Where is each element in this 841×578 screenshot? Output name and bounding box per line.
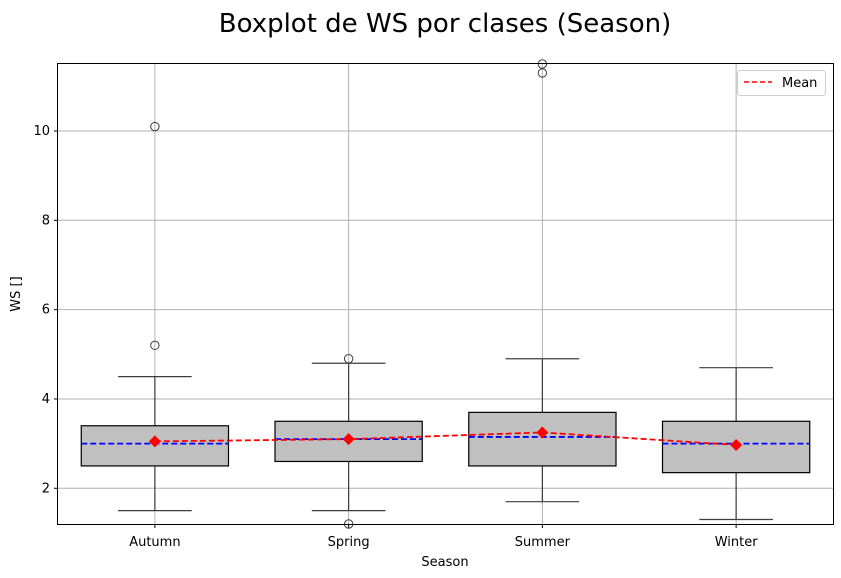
x-tick-label: Spring (328, 535, 370, 550)
plot-frame (57, 63, 834, 525)
chart-title: Boxplot de WS por clases (Season) (219, 9, 672, 39)
mean-marker (342, 433, 355, 446)
grid (58, 64, 833, 524)
mean-marker (148, 435, 161, 448)
y-tick-label: 2 (42, 481, 50, 496)
y-tick-label: 10 (33, 124, 50, 139)
y-tick-label: 6 (42, 303, 50, 318)
outlier-point (343, 354, 354, 364)
mean-marker (536, 426, 549, 439)
x-tick-label: Winter (715, 535, 759, 550)
outlier-point (150, 340, 160, 351)
y-axis-title: WS [] (9, 276, 24, 311)
mean-marker (730, 438, 743, 451)
boxes (80, 59, 811, 529)
x-axis-title: Season (421, 555, 468, 570)
iqr-box (468, 411, 617, 467)
x-tick-label: Autumn (129, 535, 180, 550)
legend-box (737, 70, 826, 96)
x-tick-label: Summer (515, 535, 571, 550)
mean-series (148, 426, 743, 451)
outlier-point (537, 68, 548, 78)
legend: Mean (737, 70, 826, 96)
mean-line (154, 431, 737, 446)
outlier-point (150, 121, 160, 132)
ticks: 2 4 6 8 10 Autumn Spring Summer Winter (33, 124, 758, 550)
legend-mean-label: Mean (782, 76, 817, 91)
y-tick-label: 4 (42, 392, 50, 407)
y-tick-label: 8 (42, 213, 50, 228)
